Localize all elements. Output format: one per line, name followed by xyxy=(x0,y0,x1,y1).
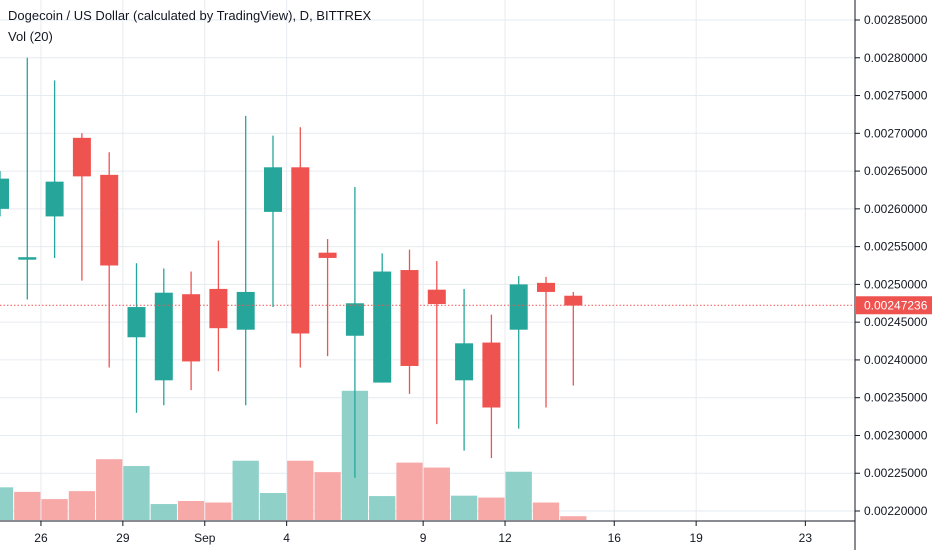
candle-body xyxy=(291,167,310,334)
last-price-tag xyxy=(856,296,932,315)
candle-body xyxy=(45,181,64,217)
candle-body xyxy=(264,167,282,212)
candle-body xyxy=(427,289,446,305)
date-tick-label: 12 xyxy=(498,531,512,545)
price-tick-label: 0.00245000 xyxy=(864,315,928,329)
price-tick-label: 0.00275000 xyxy=(864,89,928,103)
candle-body xyxy=(537,282,555,292)
chart-title: Dogecoin / US Dollar (calculated by Trad… xyxy=(8,8,372,23)
volume-bar xyxy=(505,471,532,520)
candle-body xyxy=(182,294,201,362)
price-tick-label: 0.00285000 xyxy=(864,13,928,27)
volume-bar xyxy=(423,467,450,520)
volume-bar xyxy=(232,460,259,520)
candle-body xyxy=(0,178,9,209)
price-tick-label: 0.00260000 xyxy=(864,202,928,216)
date-tick-label: Sep xyxy=(194,531,216,545)
date-tick-label: 29 xyxy=(116,531,130,545)
price-tick-label: 0.00225000 xyxy=(864,466,928,480)
date-tick-label: 19 xyxy=(689,531,703,545)
candle-body xyxy=(72,137,91,177)
volume-bar xyxy=(314,472,341,520)
candle-body xyxy=(127,307,146,338)
candle-body xyxy=(318,252,337,258)
price-tick-label: 0.00240000 xyxy=(864,353,928,367)
volume-bar xyxy=(205,502,232,520)
candle-body xyxy=(400,270,419,366)
date-tick-label: 26 xyxy=(34,531,48,545)
axis-corner xyxy=(855,521,932,550)
date-tick-label: 23 xyxy=(799,531,813,545)
volume-bar xyxy=(41,499,68,520)
candle-body xyxy=(209,288,228,329)
price-tick-label: 0.00270000 xyxy=(864,126,928,140)
price-tick-label: 0.00230000 xyxy=(864,428,928,442)
volume-bar xyxy=(450,495,478,520)
volume-bar xyxy=(150,504,177,520)
volume-bar xyxy=(369,496,396,520)
date-tick-label: 4 xyxy=(283,531,290,545)
volume-bar xyxy=(560,516,587,520)
candle-body xyxy=(564,295,583,306)
price-tick-label: 0.00255000 xyxy=(864,240,928,254)
candle-body xyxy=(373,271,392,383)
candle-body xyxy=(455,343,474,381)
volume-bar xyxy=(177,501,205,520)
price-tick-label: 0.00235000 xyxy=(864,391,928,405)
candle-body xyxy=(345,303,364,336)
volume-bar xyxy=(14,491,41,520)
volume-bar xyxy=(532,502,560,520)
volume-bar xyxy=(287,460,314,520)
last-price-label: 0.00247236 xyxy=(864,298,928,312)
price-tick-label: 0.00250000 xyxy=(864,277,928,291)
candle-body xyxy=(236,291,255,330)
candle-body xyxy=(154,292,173,381)
volume-bar xyxy=(396,462,423,520)
volume-indicator-label[interactable]: Vol (20) xyxy=(8,29,53,44)
price-tick-label: 0.00220000 xyxy=(864,504,928,518)
date-tick-label: 16 xyxy=(608,531,622,545)
volume-bar xyxy=(478,497,505,520)
candle-body xyxy=(18,257,37,260)
candle-body xyxy=(100,174,119,266)
volume-bar xyxy=(259,493,287,520)
volume-bar xyxy=(0,487,14,520)
volume-bar xyxy=(68,491,96,520)
date-tick-label: 9 xyxy=(420,531,427,545)
price-tick-label: 0.00265000 xyxy=(864,164,928,178)
volume-bar xyxy=(96,459,123,520)
candle-body xyxy=(482,342,501,408)
candle-body xyxy=(509,284,528,330)
price-tick-label: 0.00280000 xyxy=(864,51,928,65)
volume-bar xyxy=(123,466,150,520)
